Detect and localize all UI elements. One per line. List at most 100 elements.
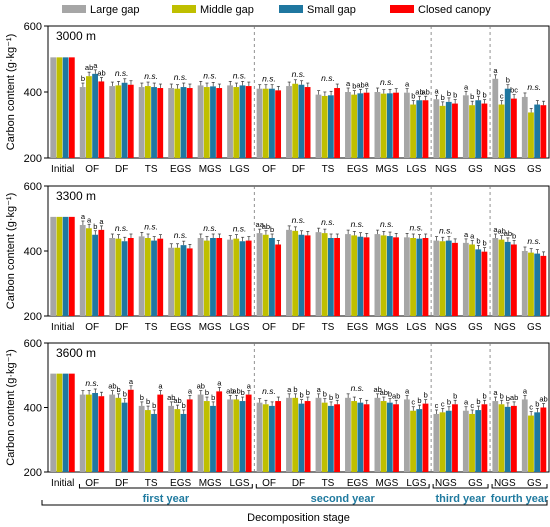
bar-1-3-1	[138, 87, 145, 158]
bar-3-3-2	[144, 410, 151, 472]
sig-letter-3-14-4: b	[483, 391, 487, 400]
ns-label-1-3: n.s.	[144, 71, 158, 81]
bar-2-11-2	[380, 235, 387, 316]
x-tick-label-3-1: OF	[85, 478, 99, 489]
bar-2-16-1	[521, 251, 528, 316]
bar-1-11-1	[374, 92, 381, 158]
bar-1-6-4	[245, 86, 252, 158]
bar-1-16-1	[521, 96, 528, 158]
x-tick-label-3-7: OF	[262, 478, 276, 489]
x-tick-label-1-13: NGS	[435, 164, 457, 175]
bar-1-5-4	[216, 88, 223, 158]
bar-1-16-4	[540, 105, 547, 158]
bar-3-13-1	[433, 413, 440, 472]
sig-letter-1-13-1: a	[434, 86, 439, 95]
bar-3-9-1	[315, 397, 322, 472]
bar-1-10-3	[357, 93, 364, 158]
x-tick-label-2-12: LGS	[406, 322, 426, 333]
bar-2-5-2	[203, 240, 210, 316]
bar-3-7-4	[275, 401, 282, 472]
bar-2-0-4	[68, 216, 75, 316]
bar-1-9-4	[334, 88, 340, 158]
bar-3-15-4	[510, 405, 517, 472]
ns-label-2-11: n.s.	[380, 219, 394, 229]
bar-1-9-2	[321, 95, 328, 158]
bar-3-6-2	[233, 399, 240, 472]
sig-letter-1-1-1: b	[81, 74, 85, 83]
sig-letter-2-15-2: ab	[498, 227, 506, 236]
bar-3-4-4	[186, 399, 193, 472]
bar-1-10-2	[351, 94, 358, 158]
bar-3-13-2	[439, 412, 446, 472]
x-tick-label-3-9: TS	[322, 478, 335, 489]
bar-2-15-1	[492, 238, 499, 316]
ns-label-2-9: n.s.	[321, 217, 335, 227]
bar-3-16-3	[534, 412, 541, 472]
sig-letter-3-13-4: b	[453, 391, 457, 400]
bar-3-2-2	[115, 397, 122, 472]
sig-letter-2-7-3: b	[270, 225, 274, 234]
bar-1-4-3	[180, 87, 187, 158]
ns-label-1-11: n.s.	[380, 77, 394, 87]
bar-3-2-1	[109, 394, 116, 472]
ns-label-1-5: n.s.	[203, 70, 217, 80]
bar-1-6-2	[233, 87, 240, 158]
x-tick-label-2-8: DF	[292, 322, 305, 333]
sig-letter-1-10-1: a	[346, 79, 351, 88]
bar-1-15-3	[504, 88, 511, 158]
bar-1-5-2	[203, 87, 210, 158]
bar-3-14-3	[475, 410, 482, 472]
bar-2-2-4	[127, 238, 134, 316]
sig-letter-3-6-1: ab	[226, 386, 234, 395]
sig-letter-3-8-1: a	[287, 385, 292, 394]
bar-3-1-2	[86, 394, 92, 472]
sig-letter-1-15-3: b	[506, 76, 510, 85]
x-tick-label-3-12: LGS	[406, 478, 426, 489]
x-tick-label-1-9: TS	[322, 164, 335, 175]
bar-2-1-3	[92, 234, 99, 316]
year-bracket-1	[78, 484, 253, 489]
bar-1-6-1	[227, 85, 233, 158]
year-label-3: third year	[436, 493, 487, 505]
sig-letter-3-2-4: a	[129, 377, 134, 386]
bar-1-7-2	[262, 88, 269, 158]
bar-2-13-4	[452, 242, 458, 316]
bar-2-4-4	[186, 248, 193, 316]
bar-1-7-4	[275, 90, 282, 158]
sig-letter-3-12-3: b	[417, 396, 421, 405]
bar-3-3-4	[157, 394, 164, 472]
bar-1-6-3	[239, 85, 246, 158]
sig-letter-2-14-3: b	[476, 236, 480, 245]
x-tick-label-2-16: GS	[527, 322, 542, 333]
sig-letter-1-10-2: b	[352, 82, 356, 91]
x-tick-label-1-12: LGS	[406, 164, 426, 175]
bar-2-11-4	[393, 237, 399, 316]
bar-2-3-2	[144, 238, 151, 316]
bar-2-11-1	[374, 234, 381, 316]
bar-3-14-2	[469, 413, 475, 472]
bar-3-4-1	[168, 405, 175, 472]
x-tick-label-3-15: NGS	[494, 478, 516, 489]
bar-2-9-1	[315, 232, 322, 316]
x-tick-label-1-4: EGS	[170, 164, 191, 175]
bar-2-11-3	[386, 236, 393, 316]
bar-3-5-2	[203, 401, 210, 472]
x-tick-label-3-8: DF	[292, 478, 305, 489]
y-axis-label-3: Carbon content (g·kg⁻¹)	[5, 349, 17, 465]
y-tick-label-1-1: 400	[24, 87, 42, 99]
x-tick-label-2-2: DF	[115, 322, 128, 333]
bar-2-14-4	[481, 251, 488, 316]
x-tick-label-1-2: DF	[115, 164, 128, 175]
x-tick-label-1-0: Initial	[51, 164, 74, 175]
bar-1-0-4	[68, 57, 75, 158]
sig-letter-3-13-3: b	[447, 398, 451, 407]
bar-2-7-3	[269, 238, 275, 316]
sig-letter-3-2-2: b	[116, 385, 120, 394]
year-bracket-4	[491, 484, 548, 489]
sig-letter-3-11-2: ab	[380, 388, 388, 397]
ns-label-2-8: n.s.	[292, 215, 306, 225]
sig-letter-1-10-4: a	[365, 80, 370, 89]
bar-2-6-2	[233, 238, 240, 316]
bar-3-4-3	[180, 413, 187, 472]
x-tick-label-3-11: MGS	[376, 478, 399, 489]
